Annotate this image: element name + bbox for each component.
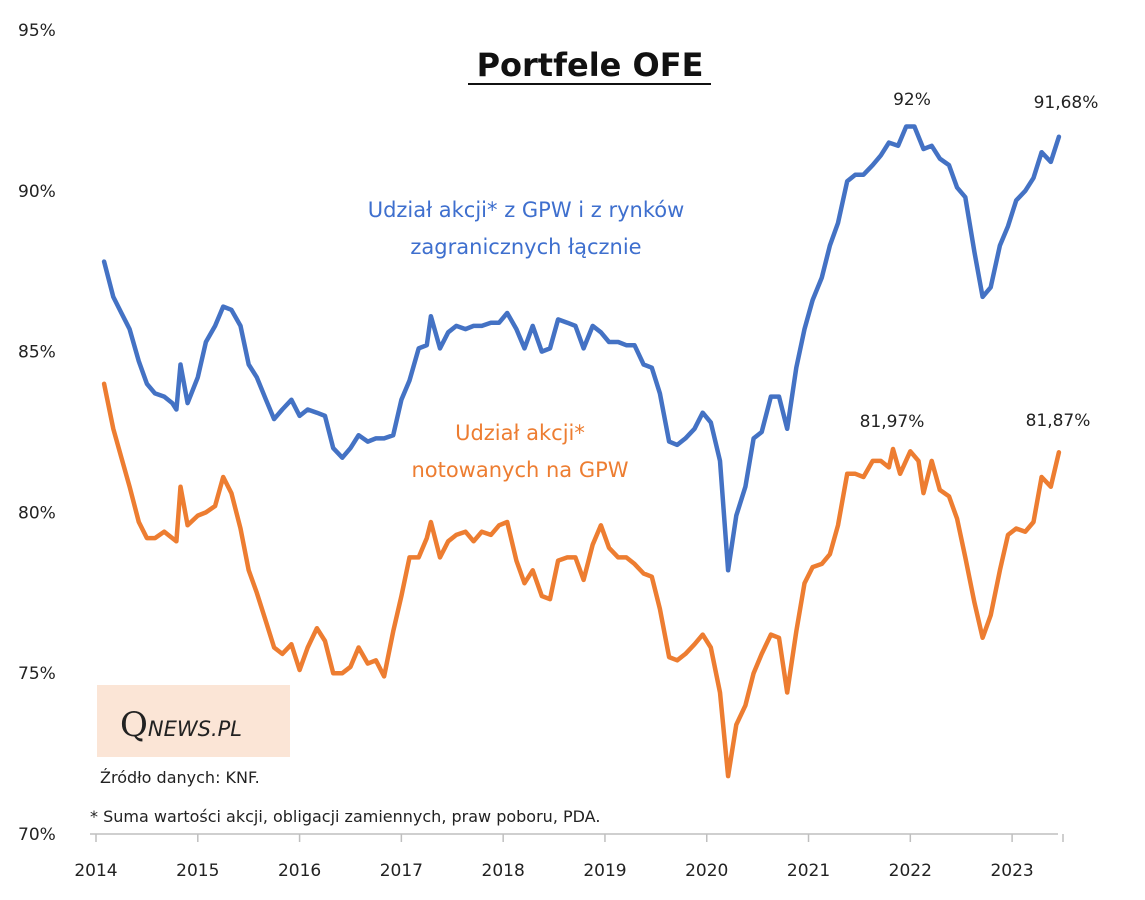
series-line-gpw bbox=[101, 381, 1062, 779]
y-tick-label: 80% bbox=[18, 503, 56, 523]
y-tick-label: 90% bbox=[18, 182, 56, 202]
x-tick-label: 2014 bbox=[74, 861, 117, 881]
logo-text: QNEWS.PL bbox=[120, 705, 242, 745]
series-group bbox=[101, 124, 1062, 779]
series-line-total bbox=[101, 124, 1062, 573]
qnews-logo: QNEWS.PL bbox=[97, 685, 290, 757]
x-tick-label: 2019 bbox=[583, 861, 626, 881]
logo-rest: NEWS.PL bbox=[148, 717, 242, 741]
y-tick-label: 95% bbox=[18, 21, 56, 41]
y-tick-label: 70% bbox=[18, 825, 56, 845]
series-label-orange-line1: Udział akcji* bbox=[455, 421, 585, 445]
y-tick-label: 75% bbox=[18, 664, 56, 684]
x-tick-label: 2015 bbox=[176, 861, 219, 881]
series-label-blue-line2: zagranicznych łącznie bbox=[410, 235, 641, 259]
x-tick-label: 2018 bbox=[482, 861, 525, 881]
x-axis-ticks: 2014 2015 2016 2017 2018 2019 2020 2021 2022 2023 bbox=[74, 834, 1064, 881]
source-note: Źródło danych: KNF. bbox=[100, 768, 260, 787]
x-tick-label: 2020 bbox=[685, 861, 728, 881]
annotation-orange-peak: 81,97% bbox=[860, 412, 925, 432]
logo-q: Q bbox=[120, 705, 148, 745]
y-tick-label: 85% bbox=[18, 343, 56, 363]
series-label-orange-line2: notowanych na GPW bbox=[411, 458, 628, 482]
footnote: * Suma wartości akcji, obligacji zamienn… bbox=[90, 807, 600, 826]
annotation-blue-last: 91,68% bbox=[1034, 93, 1099, 113]
x-tick-label: 2021 bbox=[787, 861, 830, 881]
y-axis-ticks: 70% 75% 80% 85% 90% 95% bbox=[18, 21, 56, 845]
chart-title: Portfele OFE bbox=[477, 46, 704, 84]
x-tick-label: 2017 bbox=[380, 861, 423, 881]
x-tick-label: 2022 bbox=[889, 861, 932, 881]
annotation-orange-last: 81,87% bbox=[1026, 411, 1091, 431]
x-tick-label: 2023 bbox=[990, 861, 1033, 881]
logo-background bbox=[97, 685, 290, 757]
series-label-blue-line1: Udział akcji* z GPW i z rynków bbox=[368, 198, 685, 222]
x-tick-label: 2016 bbox=[278, 861, 321, 881]
annotation-blue-peak: 92% bbox=[893, 90, 931, 110]
